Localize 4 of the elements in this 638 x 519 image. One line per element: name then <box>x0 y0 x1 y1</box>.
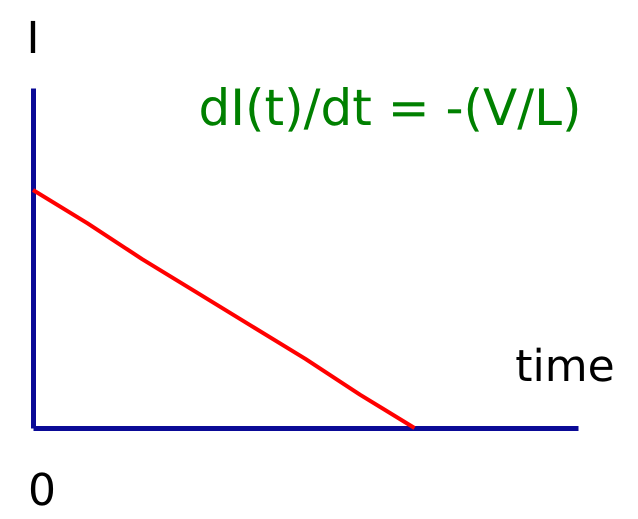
text: 0 <box>28 465 56 516</box>
text: dI(t)/dt = -(V/L) <box>198 79 582 137</box>
y-axis-title: I <box>26 13 40 64</box>
x-axis-title: time <box>515 341 615 392</box>
